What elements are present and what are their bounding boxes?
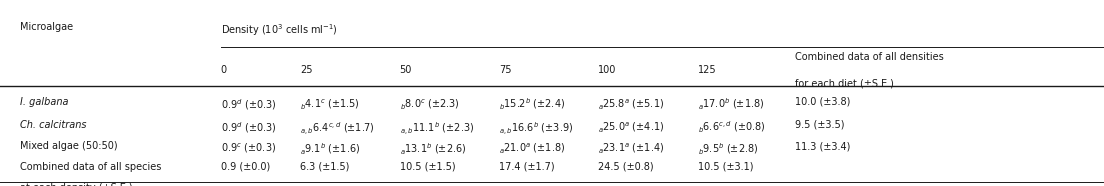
- Text: 0.9$^{d}$ (±0.3): 0.9$^{d}$ (±0.3): [221, 97, 276, 112]
- Text: $_{a,b}$16.6$^{b}$ (±3.9): $_{a,b}$16.6$^{b}$ (±3.9): [499, 120, 573, 137]
- Text: ${_{a}}$17.0$^{b}$ (±1.8): ${_{a}}$17.0$^{b}$ (±1.8): [698, 97, 764, 112]
- Text: 0.9 (±0.0): 0.9 (±0.0): [221, 162, 270, 172]
- Text: 10.0 (±3.8): 10.0 (±3.8): [795, 97, 850, 107]
- Text: Combined data of all densities: Combined data of all densities: [795, 52, 944, 62]
- Text: I. galbana: I. galbana: [20, 97, 68, 107]
- Text: $_{a,b}$6.4$^{c,d}$ (±1.7): $_{a,b}$6.4$^{c,d}$ (±1.7): [300, 120, 375, 137]
- Text: ${_{a}}$25.0$^{a}$ (±4.1): ${_{a}}$25.0$^{a}$ (±4.1): [598, 120, 665, 134]
- Text: 10.5 (±3.1): 10.5 (±3.1): [698, 162, 753, 172]
- Text: Combined data of all species: Combined data of all species: [20, 162, 161, 172]
- Text: Density (10$^{3}$ cells ml$^{-1}$): Density (10$^{3}$ cells ml$^{-1}$): [221, 22, 338, 38]
- Text: 75: 75: [499, 65, 511, 75]
- Text: for each diet (±S.E.): for each diet (±S.E.): [795, 78, 894, 88]
- Text: 0.9$^{d}$ (±0.3): 0.9$^{d}$ (±0.3): [221, 120, 276, 135]
- Text: ${_{a}}$25.8$^{a}$ (±5.1): ${_{a}}$25.8$^{a}$ (±5.1): [598, 97, 665, 111]
- Text: 25: 25: [300, 65, 312, 75]
- Text: 0: 0: [221, 65, 227, 75]
- Text: ${_{b}}$6.6$^{c,d}$ (±0.8): ${_{b}}$6.6$^{c,d}$ (±0.8): [698, 120, 765, 135]
- Text: ${_{a}}$21.0$^{a}$ (±1.8): ${_{a}}$21.0$^{a}$ (±1.8): [499, 141, 565, 155]
- Text: 24.5 (±0.8): 24.5 (±0.8): [598, 162, 654, 172]
- Text: ${_{b}}$8.0$^{c}$ (±2.3): ${_{b}}$8.0$^{c}$ (±2.3): [400, 97, 459, 111]
- Text: ${_{b}}$15.2$^{b}$ (±2.4): ${_{b}}$15.2$^{b}$ (±2.4): [499, 97, 565, 112]
- Text: at each density (±S.E.): at each density (±S.E.): [20, 183, 132, 186]
- Text: Microalgae: Microalgae: [20, 22, 73, 32]
- Text: ${_{b}}$4.1$^{c}$ (±1.5): ${_{b}}$4.1$^{c}$ (±1.5): [300, 97, 360, 111]
- Text: ${_{b}}$9.5$^{b}$ (±2.8): ${_{b}}$9.5$^{b}$ (±2.8): [698, 141, 758, 157]
- Text: ${_{a}}$13.1$^{b}$ (±2.6): ${_{a}}$13.1$^{b}$ (±2.6): [400, 141, 466, 157]
- Text: 17.4 (±1.7): 17.4 (±1.7): [499, 162, 554, 172]
- Text: 0.9$^{c}$ (±0.3): 0.9$^{c}$ (±0.3): [221, 141, 276, 155]
- Text: ${_{a}}$23.1$^{a}$ (±1.4): ${_{a}}$23.1$^{a}$ (±1.4): [598, 141, 665, 155]
- Text: ${_{a}}$9.1$^{b}$ (±1.6): ${_{a}}$9.1$^{b}$ (±1.6): [300, 141, 361, 157]
- Text: 9.5 (±3.5): 9.5 (±3.5): [795, 120, 845, 130]
- Text: 125: 125: [698, 65, 716, 75]
- Text: 11.3 (±3.4): 11.3 (±3.4): [795, 141, 850, 151]
- Text: 10.5 (±1.5): 10.5 (±1.5): [400, 162, 455, 172]
- Text: 6.3 (±1.5): 6.3 (±1.5): [300, 162, 350, 172]
- Text: Ch. calcitrans: Ch. calcitrans: [20, 120, 86, 130]
- Text: 50: 50: [400, 65, 412, 75]
- Text: $_{a,b}$11.1$^{b}$ (±2.3): $_{a,b}$11.1$^{b}$ (±2.3): [400, 120, 474, 137]
- Text: Mixed algae (50:50): Mixed algae (50:50): [20, 141, 117, 151]
- Text: 100: 100: [598, 65, 617, 75]
